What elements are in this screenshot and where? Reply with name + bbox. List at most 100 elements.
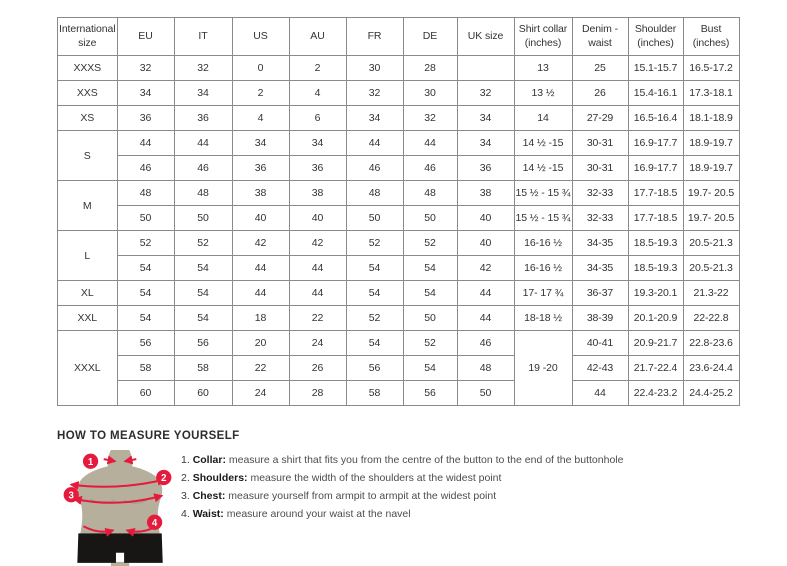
size-cell: 34-35 [571,255,629,281]
size-cell: 18 [231,305,290,331]
size-cell: 20 [231,330,290,356]
column-header: Shirt collar (inches) [513,17,573,56]
size-cell: 19.3-20.1 [627,280,684,306]
size-cell: 36 [116,105,175,131]
table-row: XXXS 32 32 0 2 30 28 13 25 15.1-15.7 16.5-17.2 [57,55,740,81]
size-cell: 50 [345,205,404,231]
size-cell: 17.7-18.5 [627,180,684,206]
mannequin-stand [110,561,130,566]
size-cell: 54 [402,280,458,306]
size-cell: XXXL [57,330,118,406]
shoulders-arrow [69,476,167,491]
table-row: XL 54 54 44 44 54 54 44 17- 17 ¾ 36-37 19.3-20.1 21… [57,280,740,306]
size-cell: 16-16 ½ [513,255,573,281]
column-header: Shoulder (inches) [627,17,684,56]
size-cell: 56 [173,330,233,356]
step-text: measure the width of the shoulders at th… [250,472,502,485]
size-cell: 46 [402,155,458,181]
badge-2-number: 2 [161,473,166,484]
size-cell: 16-16 ½ [513,230,573,256]
size-cell: 48 [345,180,404,206]
size-cell: 46 [116,155,175,181]
step-number: 3. [181,490,190,503]
size-cell: 24 [231,380,290,406]
size-cell: 36 [456,155,515,181]
size-cell: L [57,230,118,281]
column-header: DE [402,17,458,56]
size-cell: 42 [456,255,515,281]
size-cell: 38 [231,180,290,206]
size-cell: 50 [456,380,515,406]
size-cell: 48 [402,180,458,206]
torso-measurement-illustration: 1 2 3 4 [57,448,179,566]
size-cell: 58 [173,355,233,381]
size-cell: 34 [456,105,515,131]
size-cell: 30 [345,55,404,81]
step-number: 2. [181,472,190,485]
size-cell: 46 [173,155,233,181]
size-cell: 44 [456,305,515,331]
size-cell: 44 [345,130,404,156]
size-cell: 40 [231,205,290,231]
size-cell: 27-29 [571,105,629,131]
section-heading: HOW TO MEASURE YOURSELF [57,430,240,442]
size-cell: XXS [57,80,118,106]
size-cell: 34 [288,130,347,156]
badge-3-number: 3 [69,490,75,501]
size-cell: 52 [402,330,458,356]
size-cell: 38 [456,180,515,206]
size-cell: 54 [345,280,404,306]
size-cell: 17.3-18.1 [682,80,740,106]
size-cell: 28 [402,55,458,81]
size-cell: 4 [231,105,290,131]
size-cell: 22 [288,305,347,331]
table-row: XXS 34 34 2 4 32 30 32 13 ½ 26 15.4-16.1 17.3-18.1 [57,80,740,106]
size-cell: 54 [345,330,404,356]
size-cell: 19.7- 20.5 [682,180,740,206]
size-cell: 14 ½ -15 [513,155,573,181]
size-cell: 16.5-17.2 [682,55,740,81]
size-cell: 58 [345,380,404,406]
how-to-measure-section: HOW TO MEASURE YOURSELF [57,430,757,566]
size-cell: 56 [345,355,404,381]
size-cell: 44 [402,130,458,156]
size-cell: 52 [345,230,404,256]
badge-1-number: 1 [88,457,94,468]
size-cell: 58 [116,355,175,381]
size-cell: 48 [116,180,175,206]
size-cell: 30-31 [571,130,629,156]
size-cell: 36 [173,105,233,131]
size-cell: XL [57,280,118,306]
shorts-shape [77,533,163,563]
size-cell: 6 [288,105,347,131]
size-cell: 44 [116,130,175,156]
size-cell: 54 [173,305,233,331]
step-text: measure a shirt that fits you from the c… [228,454,624,466]
measure-step: 1. Collar: measure a shirt that fits you… [181,454,623,467]
size-cell: 21.3-22 [682,280,740,306]
step-label: Shoulders: [192,472,248,485]
size-cell: 16.9-17.7 [627,130,684,156]
size-cell: 44 [173,130,233,156]
collar-arrow [123,455,137,465]
measure-step: 4. Waist: measure around your waist at t… [181,508,623,521]
size-cell: 13 ½ [513,80,573,106]
step-number: 1. [181,454,190,466]
badge-4-number: 4 [152,518,158,529]
size-cell: 24 [288,330,347,356]
size-cell: 34 [456,130,515,156]
size-cell: 54 [116,280,175,306]
size-cell: 36-37 [571,280,629,306]
size-cell: 20.5-21.3 [682,230,740,256]
size-cell: 19.7- 20.5 [682,205,740,231]
size-cell: 22-22.8 [682,305,740,331]
size-cell: 32 [345,80,404,106]
size-cell: 26 [571,80,629,106]
size-cell: 18.1-18.9 [682,105,740,131]
size-cell: 60 [116,380,175,406]
size-cell: 54 [402,255,458,281]
size-cell: 32-33 [571,180,629,206]
step-number: 4. [181,508,190,521]
table-row: M 48 48 38 38 48 48 38 15 ½ - 15 ¾ 32-33 17.7-18.5… [57,180,740,231]
